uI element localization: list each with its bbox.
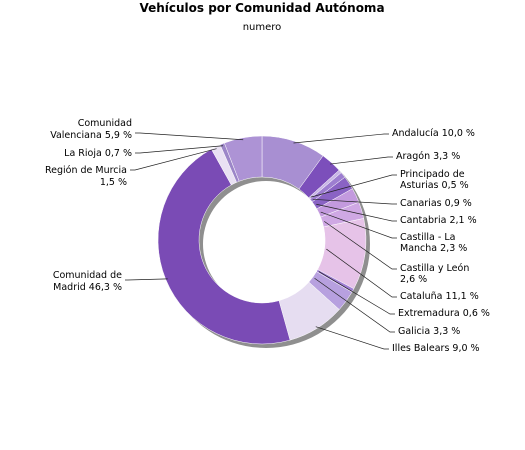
slice-label-canarias: Canarias 0,9 %: [400, 198, 472, 209]
slice-label-galicia: Galicia 3,3 %: [398, 326, 460, 337]
leader-line-canarias: [312, 198, 397, 205]
leader-line-aragon: [330, 156, 393, 165]
slice-label-aragon: Aragón 3,3 %: [396, 151, 460, 162]
slice-label-asturias: Asturias 0,5 %: [400, 180, 469, 191]
slice-label-cataluna: Cataluña 11,1 %: [400, 291, 479, 302]
leader-line-clm: [320, 211, 397, 239]
slice-label-clm: Mancha 2,3 %: [400, 243, 467, 254]
leader-line-madrid: [125, 278, 168, 281]
slice-label-murcia: 1,5 %: [100, 177, 127, 188]
slice-label-cantabria: Cantabria 2,1 %: [400, 215, 477, 226]
leader-line-galicia: [314, 277, 395, 333]
leader-line-valenciana: [135, 132, 244, 141]
slice-label-madrid: Comunidad de: [53, 270, 122, 281]
slice-label-madrid: Madrid 46,3 %: [53, 282, 122, 293]
leader-line-extremadura: [318, 271, 395, 315]
chart-title: Vehículos por Comunidad Autónoma: [139, 1, 384, 15]
chart-subtitle: numero: [243, 22, 282, 33]
slice-label-baleares: Illes Balears 9,0 %: [392, 343, 480, 354]
leader-line-murcia: [130, 148, 217, 171]
slice-label-extremadura: Extremadura 0,6 %: [398, 308, 490, 319]
leader-line-cantabria: [316, 203, 397, 222]
label-group: Andalucía 10,0 % Aragón 3,3 % Principado d…: [45, 118, 490, 354]
leader-line-rioja: [135, 145, 224, 154]
leader-line-baleares: [315, 326, 389, 350]
slice-label-clm: Castilla - La: [400, 232, 455, 243]
slice-label-rioja: La Rioja 0,7 %: [64, 148, 132, 159]
slice-label-cyl: Castilla y León: [400, 263, 469, 274]
slice-label-asturias: Principado de: [400, 169, 465, 180]
leader-line-andalucia: [293, 133, 389, 144]
leader-line-cataluna: [326, 248, 397, 298]
slice-label-murcia: Región de Murcia: [45, 165, 127, 176]
slice-label-valenciana: Valenciana 5,9 %: [50, 130, 132, 141]
slice-label-cyl: 2,6 %: [400, 274, 427, 285]
leader-line-cyl: [324, 221, 397, 270]
slice-label-andalucia: Andalucía 10,0 %: [392, 128, 475, 139]
slice-group: [157, 135, 367, 345]
slice-label-valenciana: Comunidad: [78, 118, 132, 129]
slice-comunidad-de-madrid[interactable]: [157, 148, 291, 345]
leader-line-asturias: [310, 174, 397, 198]
